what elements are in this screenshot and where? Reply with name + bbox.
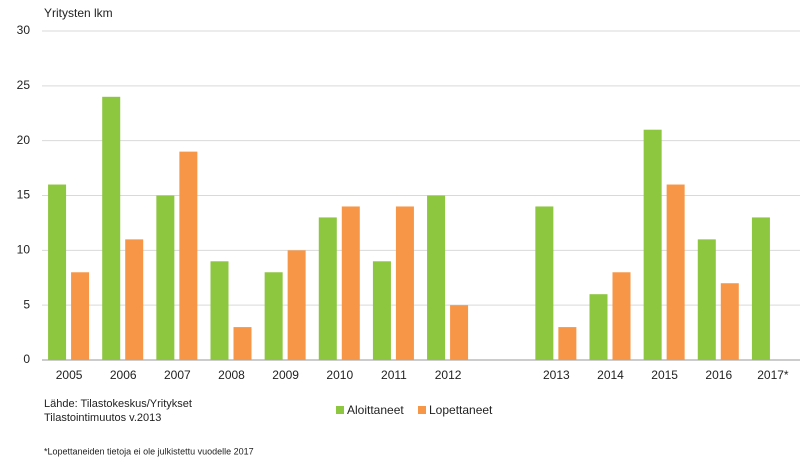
x-tick-label: 2005 [56,368,83,382]
source: Tilastointimuutos v.2013 [44,412,161,424]
x-tick-label: 2016 [705,368,732,382]
y-tick-label: 10 [17,243,31,257]
x-tick-label: 2012 [435,368,462,382]
y-tick-label: 5 [23,297,30,311]
y-tick-label: 20 [17,133,31,147]
y-tick-label: 0 [23,352,30,366]
bar [233,327,252,360]
legend-swatch [336,406,344,414]
x-tick-label: 2009 [272,368,299,382]
legend-label: Lopettaneet [429,403,493,417]
bar [179,151,198,360]
bar [210,261,229,360]
x-tick-label: 2010 [326,368,353,382]
bar [102,96,121,361]
bar [372,261,391,360]
legend-label: Aloittaneet [347,403,404,417]
bar [125,239,144,360]
bar [697,239,716,360]
legend-swatch [418,406,426,414]
x-tick-label: 2014 [597,368,624,382]
y-tick-label: 25 [17,78,31,92]
y-tick-label: 15 [17,188,31,202]
bar [612,272,631,360]
bar [264,272,283,360]
source: Lähde: Tilastokeskus/Yritykset [44,398,192,410]
bar [318,217,337,360]
x-tick-label: 2013 [543,368,570,382]
x-tick-label: 2015 [651,368,678,382]
y-tick-label: 30 [17,23,31,37]
bar [427,195,446,360]
bar [341,206,360,360]
bar [589,294,608,360]
x-tick-label: 2008 [218,368,245,382]
x-tick-label: 2017* [757,368,789,382]
x-tick-label: 2006 [110,368,137,382]
bar [287,250,306,360]
bar [666,184,685,360]
bar [535,206,554,360]
bar [48,184,67,360]
x-tick-label: 2011 [381,368,407,382]
bar [156,195,175,360]
bar [720,283,739,360]
bar [643,129,662,360]
bar [71,272,90,360]
y-axis-label: Yritysten lkm [44,6,113,20]
bar [558,327,577,360]
bar [751,217,770,360]
footnote: *Lopettaneiden tietoja ei ole julkistett… [44,446,254,456]
x-tick-label: 2007 [164,368,191,382]
bar [395,206,414,360]
bar [450,305,469,360]
